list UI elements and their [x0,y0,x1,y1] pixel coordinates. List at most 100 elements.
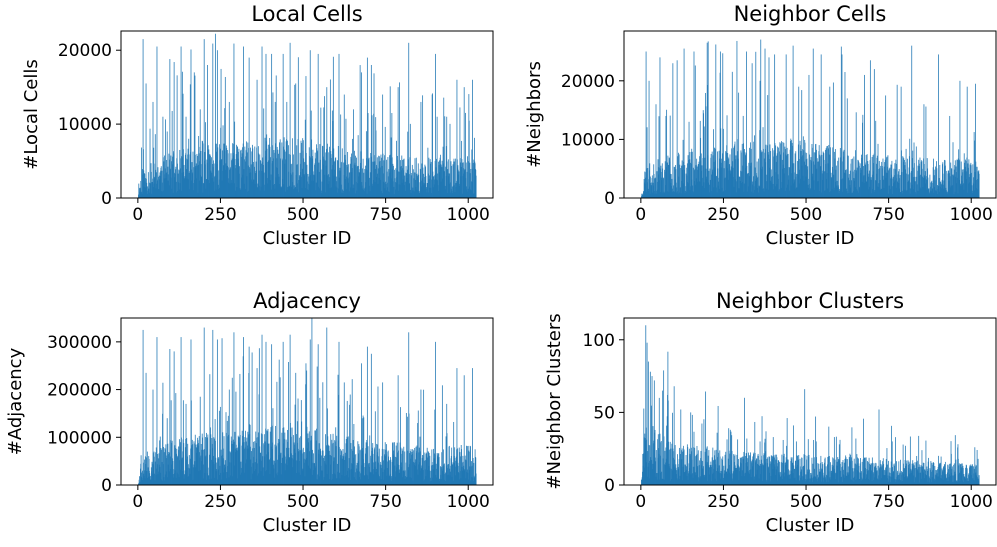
bar-cluster-800 [904,445,906,485]
bar-cluster-878 [427,173,429,198]
bar-cluster-633 [849,170,851,198]
bar-cluster-486 [801,90,803,198]
bar-cluster-220 [210,434,212,485]
bar-cluster-119 [177,163,178,198]
bar-cluster-457 [288,154,290,198]
bar-cluster-656 [354,454,356,485]
bar-cluster-996 [466,446,468,485]
bar-cluster-88 [166,418,168,485]
bar-cluster-53 [155,169,157,198]
bar-cluster-565 [827,456,829,485]
bar-cluster-949 [451,447,453,485]
bar-cluster-911 [438,457,440,485]
bar-cluster-548 [318,171,320,198]
bar-cluster-807 [404,451,406,485]
bar-cluster-504 [807,166,809,198]
bar-cluster-78 [666,162,668,198]
bar-cluster-184 [701,423,703,485]
bar-cluster-580 [329,177,331,198]
bar-cluster-844 [919,157,921,198]
bar-cluster-443 [787,154,788,198]
bar-cluster-718 [374,411,376,485]
axes-frame [623,317,997,486]
bar-cluster-862 [925,440,927,485]
bar-cluster-90 [167,443,169,485]
bar-cluster-776 [394,442,395,485]
bar-cluster-110 [677,454,678,485]
bar-cluster-76 [162,157,164,198]
bar-cluster-628 [848,177,850,198]
bar-cluster-540 [316,428,317,485]
bar-cluster-88 [669,441,671,485]
bar-cluster-276 [228,101,230,198]
bar-cluster-58 [659,455,661,485]
bar-cluster-495 [804,389,806,485]
bar-cluster-935 [949,176,951,198]
bar-cluster-444 [284,432,286,485]
bar-cluster-831 [915,181,917,198]
bar-cluster-890 [431,462,433,485]
bar-cluster-510 [809,154,811,198]
bar-cluster-919 [441,452,443,485]
bar-cluster-177 [699,460,701,485]
bar-cluster-726 [377,386,379,485]
bar-cluster-311 [743,451,745,485]
bar-cluster-281 [230,153,232,198]
bar-cluster-856 [420,389,422,485]
bar-cluster-794 [400,407,401,485]
bar-cluster-824 [409,123,411,198]
bar-cluster-644 [853,156,855,198]
bar-cluster-961 [455,158,457,198]
bar-cluster-84 [165,444,167,485]
bar-cluster-201 [204,449,205,485]
bar-cluster-900 [435,53,436,198]
bar-cluster-392 [770,461,772,485]
bar-cluster-240 [216,339,218,485]
bar-cluster-1016 [473,159,475,198]
bar-cluster-660 [858,165,860,198]
bar-cluster-127 [682,139,684,198]
bar-cluster-484 [297,398,299,485]
bar-cluster-833 [412,169,414,198]
bar-cluster-15 [645,427,647,485]
bar-cluster-723 [879,180,881,198]
bar-cluster-40 [150,171,152,198]
bar-cluster-768 [391,113,393,198]
bar-cluster-132 [684,165,686,198]
bar-cluster-13 [141,470,143,485]
bar-cluster-109 [173,351,175,485]
bar-cluster-571 [829,86,831,198]
bar-cluster-539 [818,145,820,198]
bar-cluster-106 [675,182,677,198]
bar-cluster-994 [466,445,467,485]
bar-cluster-474 [294,84,296,198]
bar-cluster-584 [330,455,332,485]
y-axis-label: #Neighbor Clusters [544,313,565,489]
bar-cluster-886 [933,462,935,485]
bar-cluster-115 [678,154,680,198]
bar-cluster-653 [353,424,355,485]
bar-cluster-296 [235,391,237,485]
bar-cluster-103 [674,445,676,485]
bar-cluster-703 [872,473,874,485]
bar-cluster-440 [283,146,284,198]
bar-cluster-93 [671,443,673,485]
bar-cluster-170 [193,443,195,485]
bar-cluster-621 [845,458,847,485]
bar-cluster-1005 [469,173,471,198]
bar-cluster-661 [356,157,357,198]
bar-cluster-24 [145,372,147,485]
bar-cluster-598 [838,157,840,198]
bar-cluster-170 [193,72,195,198]
bar-cluster-945 [449,182,451,198]
bar-cluster-460 [289,334,291,485]
bar-cluster-305 [238,148,240,198]
bar-cluster-366 [761,151,763,198]
x-tick-label: 1000 [950,492,993,512]
bar-cluster-470 [795,173,797,198]
bar-cluster-124 [178,170,180,198]
bar-cluster-65 [159,440,161,485]
bar-cluster-958 [454,161,456,198]
x-axis-label: Cluster ID [263,228,352,249]
